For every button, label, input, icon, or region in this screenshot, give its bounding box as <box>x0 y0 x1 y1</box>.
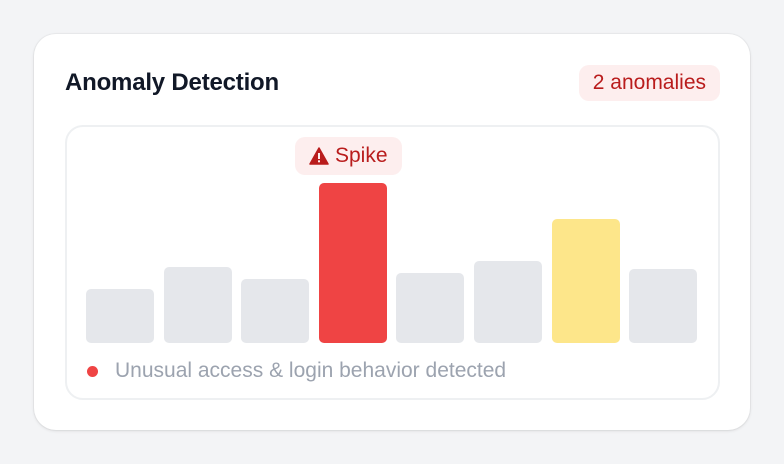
bar-5-normal <box>396 273 465 343</box>
legend-dot <box>87 365 98 377</box>
anomaly-detection-card: Anomaly Detection 2 anomalies Spike Unus… <box>34 34 750 430</box>
bar-3-normal <box>241 279 310 343</box>
chart-legend: Unusual access & login behavior detected <box>87 357 506 385</box>
spike-annotation-badge: Spike <box>295 137 402 175</box>
bar-chart: Spike Unusual access & login behavior de… <box>65 125 720 400</box>
card-title: Anomaly Detection <box>65 69 279 96</box>
spike-label: Spike <box>335 144 388 167</box>
anomaly-count-badge: 2 anomalies <box>578 65 720 101</box>
bar-8-normal <box>629 269 698 343</box>
bar-7-warning <box>551 219 620 343</box>
bar-6-normal <box>474 261 542 343</box>
bar-4-anomaly <box>318 183 387 343</box>
bar-1-normal <box>86 289 154 343</box>
warning-triangle-icon <box>309 147 329 165</box>
bar-2-normal <box>163 267 232 343</box>
legend-text: Unusual access & login behavior detected <box>115 359 507 382</box>
